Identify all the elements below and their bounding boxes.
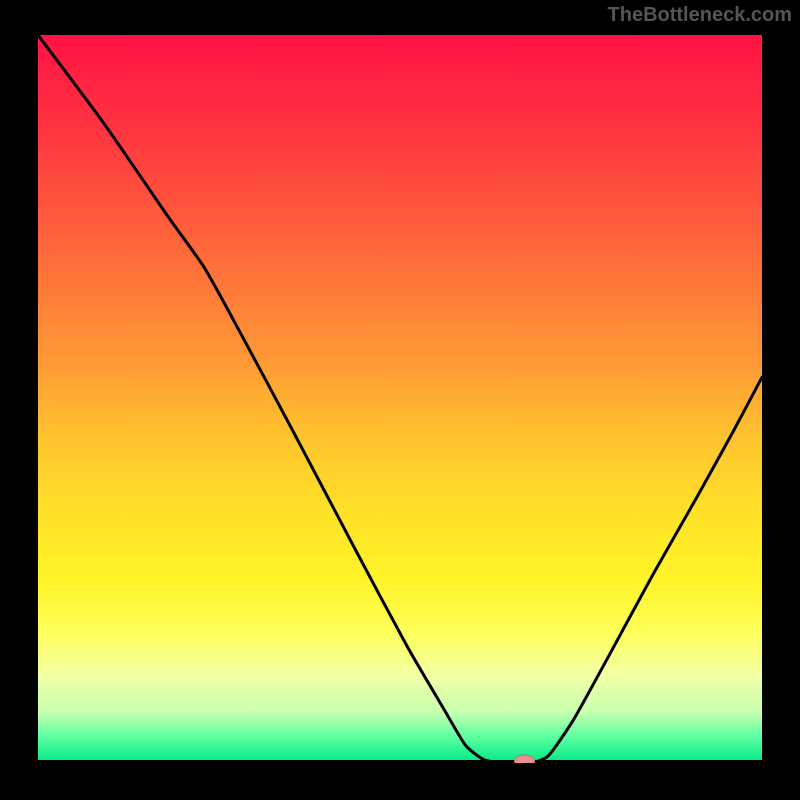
optimal-marker xyxy=(515,755,535,763)
plot-area xyxy=(38,35,762,763)
chart-container: TheBottleneck.com xyxy=(0,0,800,800)
chart-svg xyxy=(38,35,762,763)
watermark-text: TheBottleneck.com xyxy=(608,4,792,27)
gradient-background xyxy=(38,35,762,763)
